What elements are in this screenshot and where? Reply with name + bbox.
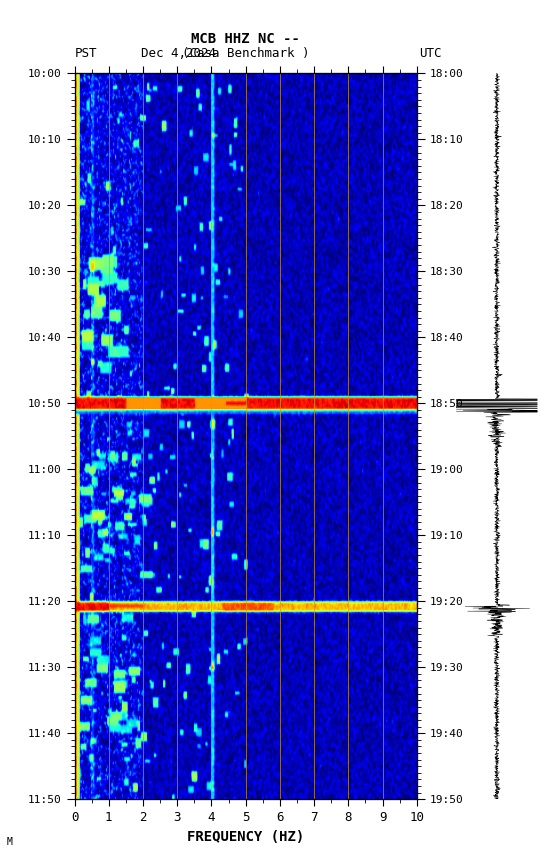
Text: Dec 4,2024: Dec 4,2024 [141, 47, 216, 60]
Text: MCB HHZ NC --: MCB HHZ NC -- [191, 32, 300, 46]
Text: (Casa Benchmark ): (Casa Benchmark ) [182, 47, 309, 60]
X-axis label: FREQUENCY (HZ): FREQUENCY (HZ) [187, 829, 304, 843]
Text: M: M [7, 837, 13, 847]
Text: UTC: UTC [420, 47, 442, 60]
Text: PST: PST [75, 47, 97, 60]
